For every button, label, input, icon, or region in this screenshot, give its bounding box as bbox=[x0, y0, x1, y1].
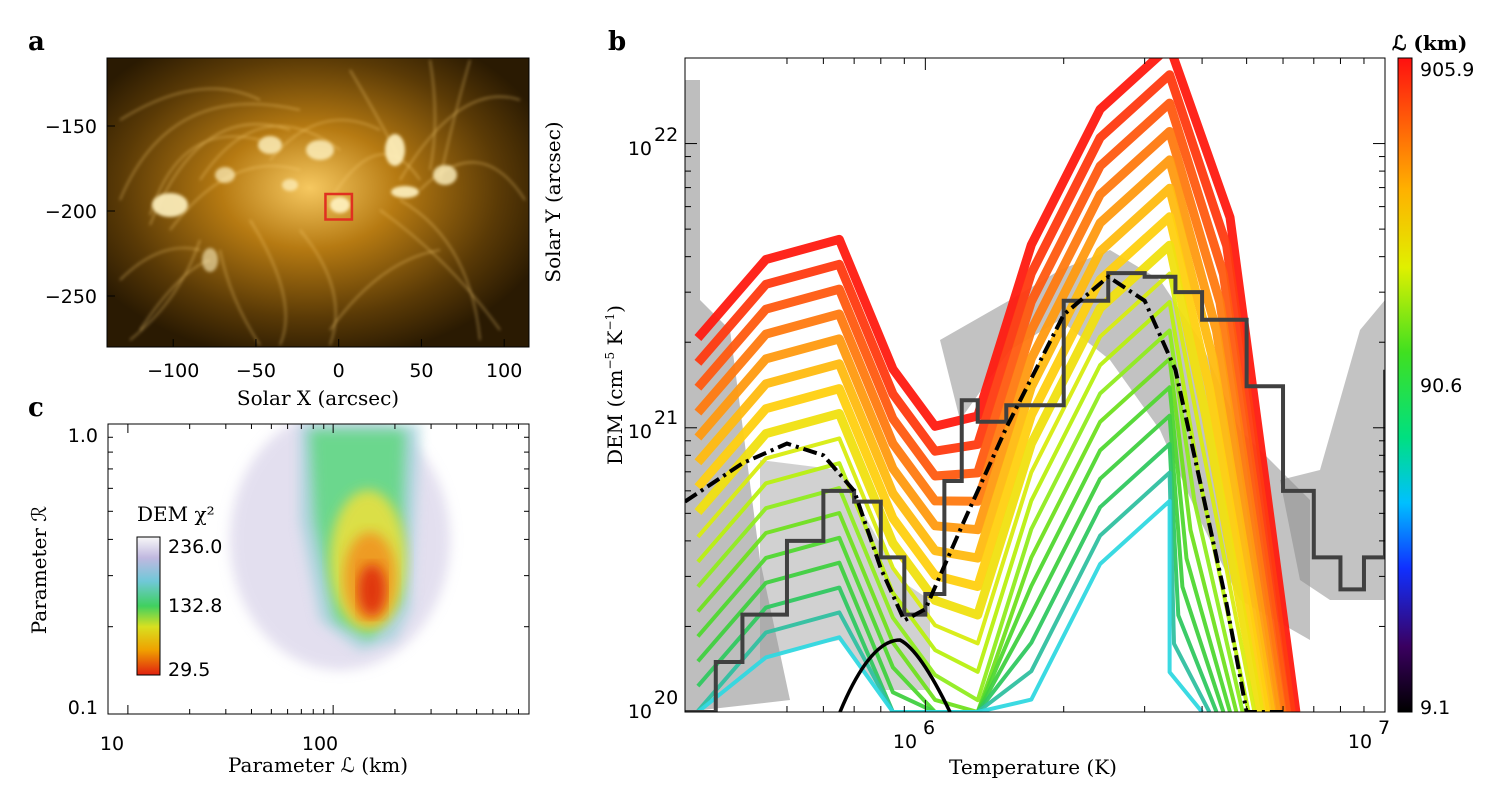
panel-a-ytick-label: −150 bbox=[45, 116, 97, 138]
dem-model-curve bbox=[696, 271, 1257, 712]
panel-c-ylabel: Parameter ℛ bbox=[27, 506, 51, 635]
dem-model-curve bbox=[694, 212, 1271, 712]
dem-model-curve bbox=[694, 70, 1296, 712]
solar-image-panel bbox=[107, 58, 529, 347]
panel-b-ytick-1e20: 10 20 bbox=[628, 687, 678, 723]
dem-model-curve bbox=[696, 413, 1226, 712]
panel-a-letter: a bbox=[28, 27, 45, 57]
panel-a-y-ticks: −150 −200 −250 bbox=[45, 116, 115, 308]
dem-model-curve bbox=[696, 499, 1204, 712]
svg-text:10: 10 bbox=[628, 701, 652, 723]
colorbar-max: 905.9 bbox=[1420, 59, 1474, 81]
panel-c-ticks bbox=[108, 423, 529, 715]
panel-c-ytick-1: 1.0 bbox=[68, 425, 98, 447]
panel-b-ylabel: DEM (cm−5 K−1) bbox=[603, 305, 627, 465]
panel-c-xtick-10: 10 bbox=[100, 733, 124, 755]
dem-model-curve bbox=[696, 300, 1251, 712]
panel-a-xtick-label: 50 bbox=[409, 360, 433, 382]
panel-a-xtick-label: 0 bbox=[333, 360, 345, 382]
dem-model-curve bbox=[694, 155, 1281, 712]
dem-model-curve bbox=[696, 356, 1239, 712]
panel-a-frame bbox=[106, 57, 530, 348]
svg-text:10: 10 bbox=[628, 138, 652, 160]
panel-a-x-ticks: −100 −50 0 50 100 bbox=[147, 339, 522, 382]
dem-plot-area bbox=[685, 58, 1385, 712]
panel-b-xlabel: Temperature (K) bbox=[949, 755, 1117, 779]
panel-b-xtick-1e6: 10 6 bbox=[893, 717, 935, 753]
panel-b-xtick-1e7: 10 7 bbox=[1348, 717, 1390, 753]
svg-text:7: 7 bbox=[1378, 717, 1390, 739]
panel-c-frame bbox=[107, 423, 530, 715]
svg-text:10: 10 bbox=[893, 731, 917, 753]
observed-dem-line bbox=[685, 271, 1385, 712]
dem-model-curve bbox=[694, 183, 1276, 712]
panel-b-ticks bbox=[685, 57, 1386, 713]
length-colorbar: ℒ (km) 905.9 90.6 9.1 bbox=[1392, 31, 1474, 719]
colorbar-min: 9.1 bbox=[1420, 697, 1450, 719]
dem-model-curves bbox=[694, 58, 1301, 712]
highlight-box bbox=[324, 192, 354, 221]
panel-b-ytick-1e21: 10 21 bbox=[628, 407, 678, 443]
svg-text:10: 10 bbox=[1348, 731, 1372, 753]
dem-model-curve bbox=[694, 98, 1291, 712]
panel-c-letter: c bbox=[28, 393, 44, 423]
panel-a-xlabel: Solar X (arcsec) bbox=[237, 386, 399, 410]
svg-text:10: 10 bbox=[628, 421, 652, 443]
dem-model-curve bbox=[696, 328, 1245, 712]
panel-a-xtick-label: −100 bbox=[147, 360, 199, 382]
svg-text:20: 20 bbox=[654, 687, 678, 709]
dem-model-curve bbox=[694, 240, 1265, 712]
panel-b-frame bbox=[684, 57, 1386, 713]
svg-text:21: 21 bbox=[654, 407, 678, 429]
svg-text:6: 6 bbox=[923, 717, 935, 739]
colorbar-title: ℒ (km) bbox=[1392, 31, 1467, 55]
dem-model-curve bbox=[696, 385, 1232, 712]
cool-component-line bbox=[838, 638, 952, 712]
panel-a-xtick-label: −50 bbox=[236, 360, 276, 382]
dem-model-curve bbox=[694, 127, 1286, 712]
panel-a-ytick-label: −200 bbox=[45, 201, 97, 223]
chi-legend-title: DEM χ² bbox=[137, 502, 215, 526]
chi-legend-max: 236.0 bbox=[168, 536, 222, 558]
chi-legend-mid: 132.8 bbox=[168, 595, 222, 617]
panel-a-xtick-label: 100 bbox=[486, 360, 522, 382]
chi-square-legend: DEM χ² 236.0 132.8 29.5 bbox=[136, 502, 222, 681]
panel-c-ytick-01: 0.1 bbox=[68, 697, 98, 719]
svg-text:22: 22 bbox=[654, 124, 678, 146]
colorbar-mid: 90.6 bbox=[1420, 375, 1462, 397]
panel-b-letter: b bbox=[608, 27, 626, 57]
dem-model-curve bbox=[696, 442, 1219, 712]
panel-b-ytick-1e22: 10 22 bbox=[628, 124, 678, 160]
panel-a-ylabel: Solar Y (arcsec) bbox=[541, 121, 565, 282]
panel-c-xtick-100: 100 bbox=[302, 733, 338, 755]
panel-c-xlabel: Parameter ℒ (km) bbox=[228, 753, 408, 777]
chi-square-map bbox=[108, 424, 529, 714]
panel-a-ytick-label: −250 bbox=[45, 286, 97, 308]
chi-legend-min: 29.5 bbox=[168, 659, 210, 681]
reference-dem-line bbox=[685, 274, 1284, 712]
